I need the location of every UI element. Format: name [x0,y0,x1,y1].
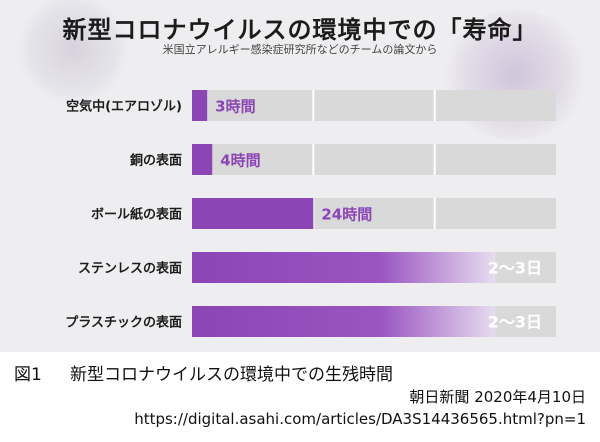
category-label: ステンレスの表面 [78,261,182,277]
bar-track [192,144,556,175]
source-url[interactable]: https://digital.asahi.com/articles/DA3S1… [134,410,586,428]
data-label: 4時間 [220,152,260,170]
bar-track [192,90,556,121]
data-label: 24時間 [321,206,372,224]
bar [192,144,213,175]
bar [192,306,496,337]
figure-number: 図1 [14,365,42,385]
data-label: 2～3日 [488,313,542,332]
bar [192,90,208,121]
chart-title: 新型コロナウイルスの環境中での「寿命」 [62,16,538,44]
category-label: 空気中(エアロゾル) [66,99,182,115]
category-label: プラスチックの表面 [65,315,182,331]
data-label: 2～3日 [488,259,542,278]
data-label: 3時間 [215,98,255,116]
caption-text: 新型コロナウイルスの環境中での生残時間 [70,365,393,385]
category-label: 銅の表面 [130,153,182,169]
chart-panel: 新型コロナウイルスの環境中での「寿命」 米国立アレルギー感染症研究所などのチーム… [0,0,600,352]
source-credit: 朝日新聞 2020年4月10日 [409,388,586,406]
figure-caption: 図1 新型コロナウイルスの環境中での生残時間 [14,360,393,385]
category-label: ボール紙の表面 [91,207,182,223]
chart-subtitle: 米国立アレルギー感染症研究所などのチームの論文から [162,43,438,56]
bar [192,198,314,229]
virus-illustration [18,0,128,104]
bar [192,252,496,283]
